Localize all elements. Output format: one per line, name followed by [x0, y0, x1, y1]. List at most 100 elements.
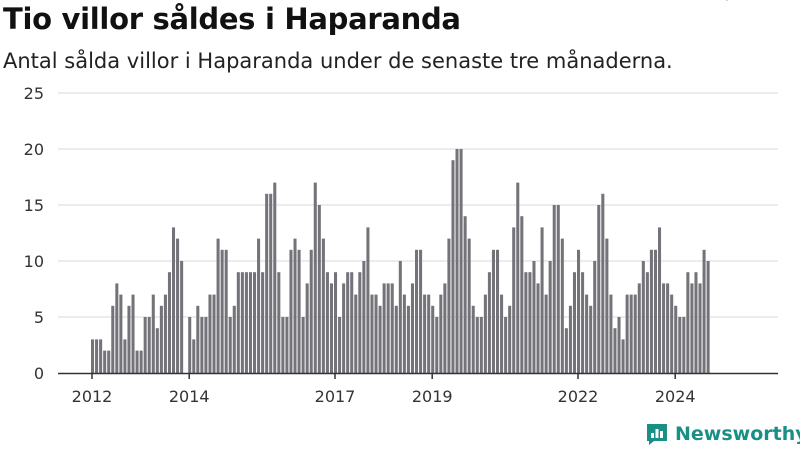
- bar: [317, 205, 321, 373]
- bar: [253, 272, 257, 373]
- bar: [605, 238, 609, 373]
- bar: [111, 305, 115, 373]
- bar: [516, 182, 520, 373]
- bar: [581, 272, 585, 373]
- bar: [338, 317, 342, 373]
- bar: [451, 160, 455, 373]
- bar: [702, 249, 706, 373]
- bar: [91, 339, 95, 373]
- bar: [585, 294, 589, 373]
- bar: [443, 283, 447, 373]
- bar: [666, 283, 670, 373]
- bar: [645, 272, 649, 373]
- bar: [698, 283, 702, 373]
- bar: [504, 317, 508, 373]
- bar: [354, 294, 358, 373]
- bar: [508, 305, 512, 373]
- bar: [625, 294, 629, 373]
- bar: [232, 305, 236, 373]
- bar: [398, 261, 402, 373]
- bar: [257, 238, 261, 373]
- bar: [394, 305, 398, 373]
- bar: [228, 317, 232, 373]
- bar: [329, 283, 333, 373]
- x-tick-label: 2017: [315, 387, 356, 406]
- bar: [406, 305, 410, 373]
- bar: [155, 328, 159, 373]
- bar: [686, 272, 690, 373]
- bar: [572, 272, 576, 373]
- brand-name: Newsworthy: [675, 423, 800, 445]
- bar: [427, 294, 431, 373]
- bar: [305, 283, 309, 373]
- bar: [261, 272, 265, 373]
- bar: [544, 294, 548, 373]
- bar: [366, 227, 370, 373]
- bar: [633, 294, 637, 373]
- chart-title: Tio villor såldes i Haparanda: [3, 2, 461, 36]
- bar: [159, 305, 163, 373]
- bar: [95, 339, 99, 373]
- bar: [491, 249, 495, 373]
- bar: [281, 317, 285, 373]
- bar: [212, 294, 216, 373]
- bar: [135, 350, 139, 373]
- bar: [374, 294, 378, 373]
- bar: [670, 294, 674, 373]
- bar: [350, 272, 354, 373]
- bar: [370, 294, 374, 373]
- y-tick-label: 20: [24, 140, 44, 159]
- bar: [564, 328, 568, 373]
- bar: [402, 294, 406, 373]
- bar: [309, 249, 313, 373]
- bar: [410, 283, 414, 373]
- bar: [297, 249, 301, 373]
- bar: [487, 272, 491, 373]
- bar: [208, 294, 212, 373]
- bar: [192, 339, 196, 373]
- bar: [285, 317, 289, 373]
- bar: [415, 249, 419, 373]
- bar: [483, 294, 487, 373]
- bar: [273, 182, 277, 373]
- bar: [629, 294, 633, 373]
- y-tick-label: 5: [34, 308, 44, 327]
- bar: [548, 261, 552, 373]
- bar: [123, 339, 127, 373]
- x-tick-label: 2022: [558, 387, 599, 406]
- bar: [455, 149, 459, 373]
- bar: [641, 261, 645, 373]
- bar: [577, 249, 581, 373]
- bar: [172, 227, 176, 373]
- x-tick-label: 2019: [412, 387, 453, 406]
- bar: [653, 249, 657, 373]
- bar: [119, 294, 123, 373]
- bar: [240, 272, 244, 373]
- bar: [524, 272, 528, 373]
- bar: [552, 205, 556, 373]
- x-tick-label: 2014: [169, 387, 210, 406]
- bar: [662, 283, 666, 373]
- bar: [362, 261, 366, 373]
- bar: [419, 249, 423, 373]
- bar: [390, 283, 394, 373]
- bar: [216, 238, 220, 373]
- bar: [540, 227, 544, 373]
- bar: [694, 272, 698, 373]
- bar: [321, 238, 325, 373]
- bar: [143, 317, 147, 373]
- bar: [334, 272, 338, 373]
- bar: [589, 305, 593, 373]
- bar: [690, 283, 694, 373]
- bar: [293, 238, 297, 373]
- bar: [139, 350, 143, 373]
- bar: [475, 317, 479, 373]
- bar: [463, 216, 467, 373]
- bar: [244, 272, 248, 373]
- bar: [127, 305, 131, 373]
- bar: [649, 249, 653, 373]
- bar: [378, 305, 382, 373]
- y-tick-label: 0: [34, 364, 44, 383]
- bar: [556, 205, 560, 373]
- bar: [520, 216, 524, 373]
